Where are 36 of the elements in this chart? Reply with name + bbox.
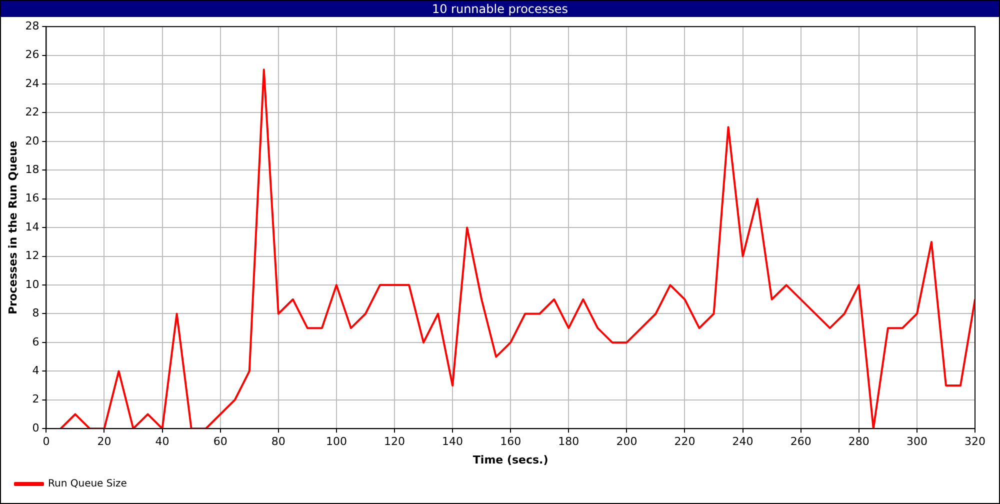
x-tick-label: 40 [155, 435, 170, 448]
y-tick-label: 18 [25, 163, 40, 176]
y-tick-label: 28 [25, 19, 40, 32]
x-tick-label: 200 [616, 435, 638, 448]
x-tick-label: 60 [213, 435, 228, 448]
x-tick-label: 120 [384, 435, 405, 448]
y-tick-label: 22 [25, 106, 40, 119]
chart-title: 10 runnable processes [1, 1, 999, 17]
x-tick-label: 220 [674, 435, 696, 448]
y-tick-label: 24 [25, 76, 40, 90]
y-tick-label: 16 [25, 192, 40, 205]
legend-label: Run Queue Size [48, 478, 127, 490]
x-tick-label: 160 [500, 435, 522, 448]
y-tick-label: 2 [32, 392, 40, 406]
x-tick-label: 240 [732, 435, 754, 448]
x-tick-label: 140 [442, 435, 464, 448]
x-tick-label: 260 [790, 435, 812, 448]
x-tick-label: 80 [271, 435, 286, 448]
y-tick-label: 20 [25, 134, 40, 148]
x-axis-title: Time (secs.) [472, 453, 548, 466]
x-tick-label: 180 [558, 435, 580, 448]
y-axis-title: Processes in the Run Queue [6, 140, 20, 314]
y-tick-label: 4 [32, 364, 40, 378]
x-tick-label: 320 [964, 435, 986, 448]
x-tick-label: 20 [97, 435, 112, 448]
y-tick-label: 6 [32, 335, 40, 348]
x-tick-label: 300 [906, 435, 928, 448]
y-tick-label: 12 [25, 249, 40, 262]
y-tick-label: 8 [32, 306, 40, 320]
y-tick-label: 14 [25, 220, 40, 234]
y-tick-label: 10 [25, 278, 40, 291]
y-tick-label: 0 [32, 421, 40, 434]
x-tick-label: 0 [42, 435, 50, 448]
x-tick-label: 100 [326, 435, 347, 448]
y-tick-label: 26 [25, 48, 40, 62]
x-tick-label: 280 [848, 435, 870, 448]
